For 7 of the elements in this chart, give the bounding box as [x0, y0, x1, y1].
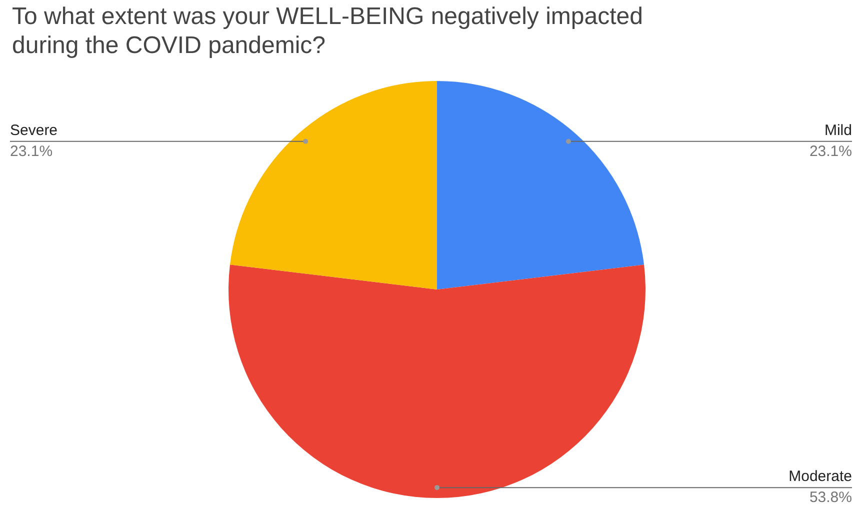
- data-label: 23.1%: [809, 142, 852, 160]
- slice-label: Severe: [10, 122, 58, 139]
- slice-label: Moderate: [788, 468, 852, 486]
- chart-title: To what extent was your WELL-BEING negatively impacted during the COVID pandemic?: [12, 2, 644, 60]
- data-label: 23.1%: [10, 142, 53, 160]
- slice-label: Mild: [824, 122, 852, 139]
- data-label: 53.8%: [809, 489, 852, 506]
